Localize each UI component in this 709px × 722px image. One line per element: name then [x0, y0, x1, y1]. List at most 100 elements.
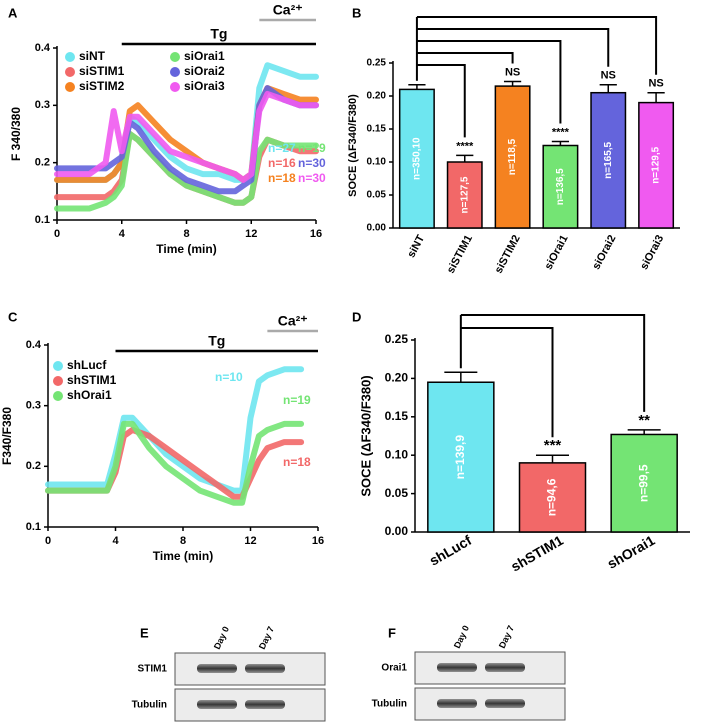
- n-label: n=118,5: [507, 138, 518, 175]
- y-tick-label: 0.4: [35, 42, 51, 54]
- y-tick-label: 0.4: [26, 339, 42, 351]
- legend-marker: [53, 376, 63, 386]
- annotation-label: Ca²⁺: [273, 2, 303, 18]
- legend-marker: [170, 82, 180, 92]
- lane-label: Day 0: [212, 625, 231, 651]
- n-label: n=30: [298, 156, 326, 170]
- comparison-bracket: [416, 64, 466, 138]
- y-tick-label: 0.2: [26, 460, 41, 472]
- legend-marker: [170, 52, 180, 62]
- row-label: Tubulin: [132, 700, 167, 711]
- x-tick-label: 4: [112, 535, 119, 547]
- y-tick-label: 0.15: [367, 124, 387, 135]
- bar: [398, 88, 435, 229]
- comparison-bracket: [416, 28, 610, 67]
- bar: [494, 85, 531, 229]
- trace: [54, 90, 319, 183]
- y-tick-label: 0.10: [367, 157, 387, 168]
- x-tick-label: 12: [245, 228, 257, 240]
- x-tick-label: 4: [119, 228, 126, 240]
- comparison-bracket: [460, 314, 646, 412]
- comparison-bracket: [460, 327, 554, 438]
- significance-label: NS: [648, 78, 663, 90]
- y-axis-label: SOCE (ΔF340/F380): [358, 375, 373, 496]
- x-tick-label: siNT: [405, 233, 427, 260]
- n-label: n=136,5: [555, 168, 566, 205]
- legend-marker: [65, 52, 75, 62]
- x-tick-label: shSTIM1: [508, 532, 566, 575]
- y-tick-label: 0.05: [367, 190, 387, 201]
- comparison-bracket: [416, 16, 658, 75]
- bar: [542, 144, 579, 229]
- x-tick-label: 0: [45, 535, 51, 547]
- y-tick-label: 0.25: [367, 58, 387, 69]
- y-tick-label: 0.15: [385, 409, 409, 423]
- comparison-bracket: [416, 40, 562, 124]
- n-label: n=19: [283, 393, 311, 407]
- bar: [446, 161, 483, 229]
- trace: [54, 131, 319, 212]
- y-tick-label: 0.05: [385, 486, 409, 500]
- lane-label: Day 7: [497, 624, 516, 650]
- row-label: Orai1: [381, 663, 407, 674]
- blot-band: [485, 699, 525, 708]
- n-label: n=19: [298, 141, 326, 155]
- x-tick-label: 12: [244, 535, 256, 547]
- y-tick-label: 0.3: [26, 400, 41, 412]
- bar: [590, 91, 627, 229]
- annotation-label: Ca²⁺: [278, 313, 308, 329]
- lane-label: Day 7: [257, 625, 276, 651]
- significance-label: **: [638, 412, 650, 429]
- blot-band: [437, 663, 477, 672]
- significance-label: ****: [552, 126, 570, 138]
- x-tick-label: 8: [183, 228, 189, 240]
- trace: [45, 420, 305, 506]
- legend-label: siSTIM2: [79, 79, 125, 93]
- panel-letter: E: [140, 625, 149, 640]
- n-label: n=99,5: [636, 464, 650, 502]
- annotation-label: Tg: [210, 26, 227, 42]
- trace: [45, 366, 305, 494]
- x-tick-label: siOrai2: [590, 233, 618, 272]
- bar: [610, 433, 678, 533]
- row-label: STIM1: [138, 664, 168, 675]
- x-tick-label: 16: [310, 228, 322, 240]
- n-label: n=129,5: [651, 146, 662, 183]
- row-label: Tubulin: [372, 699, 407, 710]
- significance-label: ***: [544, 437, 562, 454]
- x-axis-label: Time (min): [156, 242, 216, 256]
- bar: [518, 462, 587, 533]
- panel-letter: D: [352, 309, 361, 324]
- y-tick-label: 0.00: [367, 223, 387, 234]
- n-label: n=18: [268, 171, 296, 185]
- n-label: n=350,10: [412, 137, 423, 180]
- blot-band: [197, 700, 237, 709]
- n-label: n=139,9: [453, 435, 467, 480]
- x-tick-label: 0: [54, 228, 60, 240]
- legend-label: siNT: [79, 49, 106, 63]
- legend-label: siOrai1: [184, 49, 225, 63]
- annotation-label: Tg: [208, 333, 225, 349]
- n-label: n=165,5: [603, 141, 614, 178]
- legend-label: siOrai3: [184, 79, 225, 93]
- x-tick-label: shOrai1: [604, 532, 657, 572]
- legend-label: shSTIM1: [67, 373, 117, 387]
- legend-marker: [53, 361, 63, 371]
- bar: [638, 101, 675, 229]
- legend-label: siSTIM1: [79, 64, 125, 78]
- blot-band: [245, 664, 285, 673]
- legend-marker: [53, 391, 63, 401]
- legend-label: shOrai1: [67, 388, 112, 402]
- legend-label: siOrai2: [184, 64, 225, 78]
- panel-letter: F: [388, 625, 396, 640]
- n-label: n=30: [298, 171, 326, 185]
- panel-letter: C: [8, 309, 18, 324]
- x-tick-label: siOrai3: [638, 233, 666, 272]
- y-axis-label: F 340/380: [9, 107, 23, 161]
- y-tick-label: 0.1: [35, 214, 50, 226]
- y-tick-label: 0.10: [385, 447, 409, 461]
- comparison-bracket: [416, 52, 514, 64]
- y-tick-label: 0.20: [367, 91, 387, 102]
- y-tick-label: 0.3: [35, 99, 50, 111]
